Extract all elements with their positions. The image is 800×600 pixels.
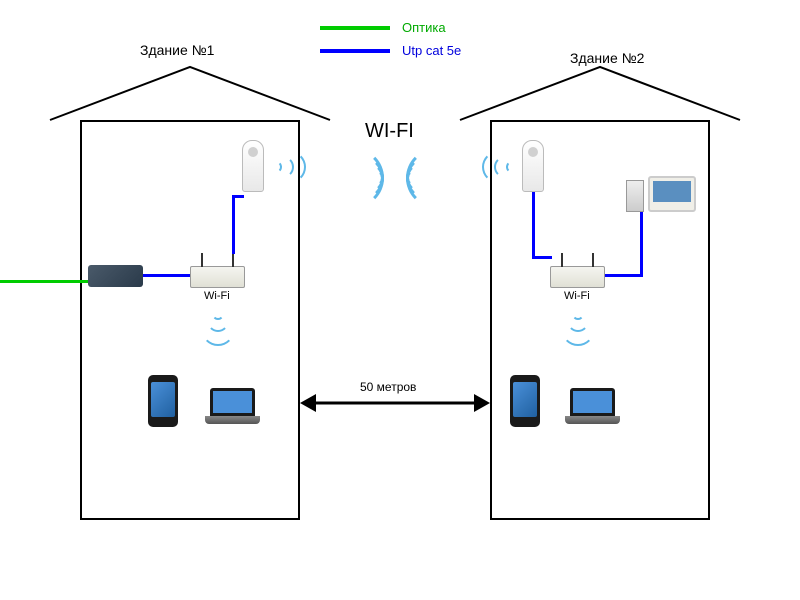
- building-1-label: Здание №1: [140, 42, 214, 58]
- legend-optic: Оптика: [320, 20, 461, 35]
- legend: Оптика Utp cat 5e: [320, 20, 461, 58]
- cable-router2-pc-v: [640, 212, 643, 277]
- router-1: [190, 266, 245, 288]
- legend-optic-line: [320, 26, 390, 30]
- wifi-title: WI-FI: [365, 120, 414, 143]
- cable-router1-ap-v: [232, 198, 235, 254]
- media-converter: [88, 265, 143, 287]
- building-1: [80, 120, 300, 520]
- phone-1: [148, 375, 178, 427]
- distance-label: 50 метров: [360, 380, 416, 394]
- building-1-roof: [45, 62, 335, 124]
- router-2-label: Wi-Fi: [564, 290, 590, 302]
- router2-waves: [561, 306, 595, 352]
- cable-ap2-router-h: [532, 256, 552, 259]
- building-2-roof: [455, 62, 745, 124]
- legend-utp: Utp cat 5e: [320, 43, 461, 58]
- wifi-waves-center-right: [398, 148, 468, 208]
- legend-optic-label: Оптика: [402, 20, 446, 35]
- router1-waves: [201, 306, 235, 352]
- phone-2: [510, 375, 540, 427]
- legend-utp-label: Utp cat 5e: [402, 43, 461, 58]
- router-2: [550, 266, 605, 288]
- cable-ap2-router-v: [532, 192, 535, 256]
- desktop-pc: [648, 176, 696, 212]
- cable-mc-router: [143, 274, 191, 277]
- router-1-label: Wi-Fi: [204, 290, 230, 302]
- ap2-waves: [486, 150, 520, 184]
- legend-utp-line: [320, 49, 390, 53]
- wifi-waves-center-left: [322, 148, 392, 208]
- cable-router1-ap-h: [232, 195, 244, 198]
- laptop-2: [565, 388, 620, 426]
- ap1-waves: [268, 150, 302, 184]
- laptop-1: [205, 388, 260, 426]
- access-point-1: [242, 140, 264, 192]
- access-point-2: [522, 140, 544, 192]
- cable-router2-pc-h: [605, 274, 643, 277]
